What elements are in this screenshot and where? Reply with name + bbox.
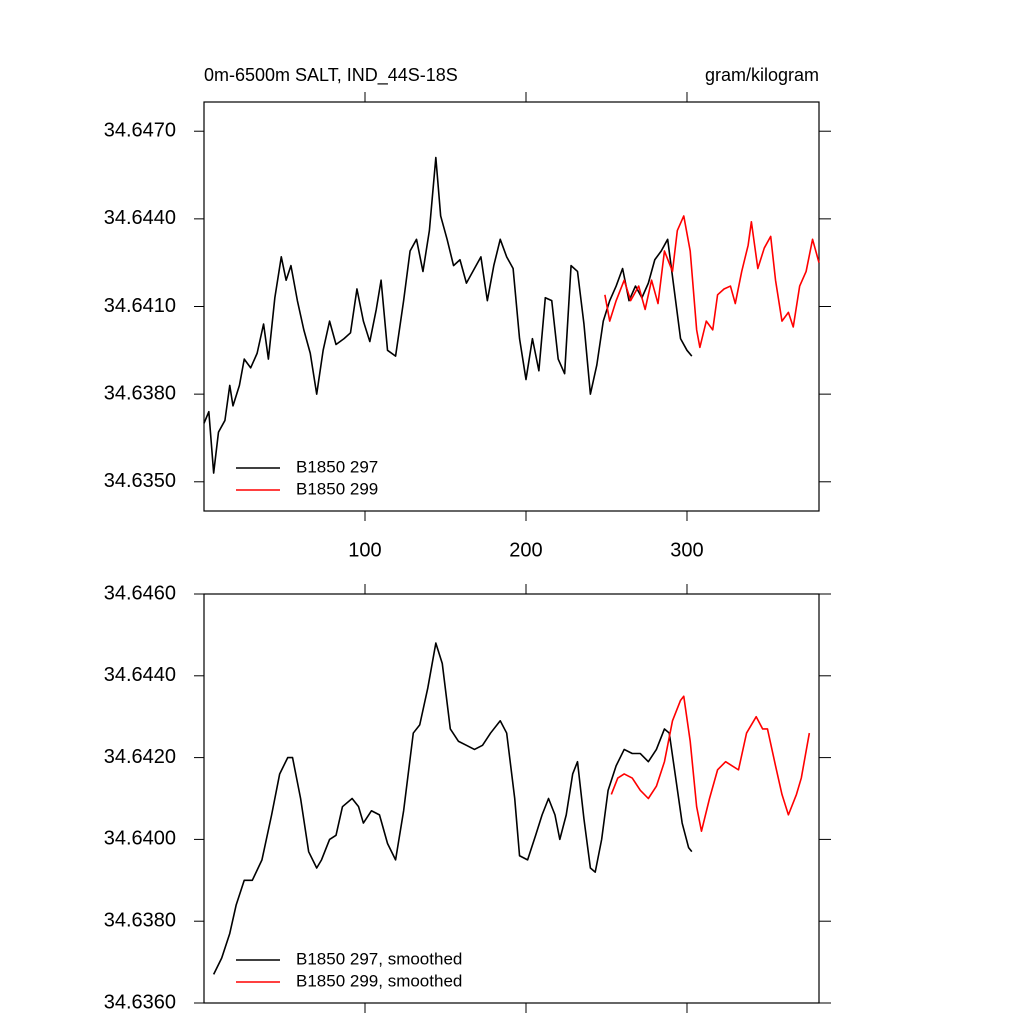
legend-label: B1850 297: [296, 457, 378, 476]
x-tick-label: 200: [509, 539, 542, 561]
legend-label: B1850 299, smoothed: [296, 971, 462, 990]
x-tick-label: 100: [348, 539, 381, 561]
y-tick-label: 34.6360: [104, 991, 176, 1013]
plot-frame: [203, 101, 820, 512]
y-tick-label: 34.6380: [104, 382, 176, 404]
legend-label: B1850 299: [296, 479, 378, 498]
series-line: [203, 156, 693, 474]
series-line: [604, 215, 820, 349]
series-line: [610, 695, 811, 833]
y-tick-label: 34.6460: [104, 582, 176, 604]
x-tick-label: 300: [670, 539, 703, 561]
legend-label: B1850 297, smoothed: [296, 949, 462, 968]
y-tick-label: 34.6420: [104, 746, 176, 768]
y-tick-label: 34.6470: [104, 119, 176, 141]
y-tick-label: 34.6380: [104, 909, 176, 931]
series-line: [212, 642, 693, 975]
y-tick-label: 34.6440: [104, 664, 176, 686]
y-tick-label: 34.6440: [104, 207, 176, 229]
y-tick-label: 34.6400: [104, 828, 176, 850]
y-tick-label: 34.6410: [104, 295, 176, 317]
units-label: gram/kilogram: [705, 65, 819, 85]
chart-title: 0m-6500m SALT, IND_44S-18S: [204, 65, 458, 86]
y-tick-label: 34.6350: [104, 470, 176, 492]
plot-frame: [203, 593, 820, 1004]
